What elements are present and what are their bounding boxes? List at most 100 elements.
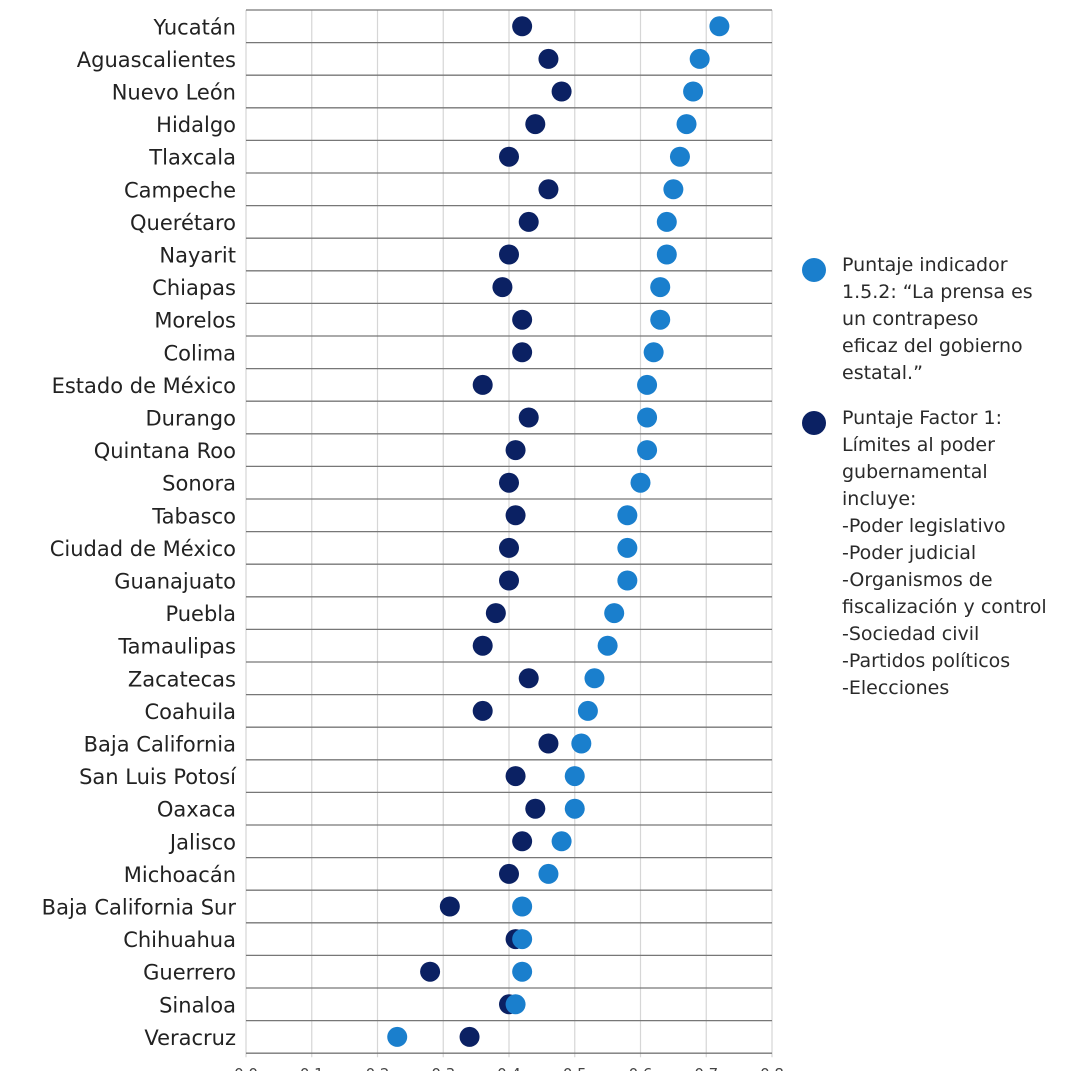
x-tick-label: 0.2: [366, 1065, 390, 1071]
point-indicador-1-5-2: [637, 440, 658, 461]
point-indicador-1-5-2: [617, 537, 638, 558]
legend-line: -Elecciones: [842, 677, 950, 699]
category-label: Nuevo León: [112, 81, 236, 105]
category-label: Coahuila: [144, 700, 236, 724]
x-tick-label: 0.0: [234, 1065, 258, 1071]
legend-line: Puntaje indicador: [842, 254, 1008, 276]
point-factor-1: [499, 244, 519, 265]
point-indicador-1-5-2: [564, 766, 585, 787]
legend-line: eficaz del gobierno: [842, 335, 1023, 357]
x-tick-label: 0.3: [431, 1065, 455, 1071]
legend-line: incluye:: [842, 488, 917, 510]
point-indicador-1-5-2: [584, 668, 605, 689]
point-factor-1: [538, 48, 559, 69]
point-factor-1: [459, 1026, 480, 1047]
category-label: Oaxaca: [157, 798, 236, 822]
category-label: San Luis Potosí: [79, 765, 237, 789]
row-lines: [246, 9, 772, 1054]
category-label: Hidalgo: [156, 113, 236, 137]
point-indicador-1-5-2: [637, 407, 658, 428]
legend-item-factor-1: Puntaje Factor 1: Límites al poder guber…: [800, 405, 1075, 702]
category-label: Querétaro: [130, 211, 236, 235]
category-label: Morelos: [154, 309, 236, 333]
category-label: Colima: [163, 341, 236, 365]
point-indicador-1-5-2: [669, 146, 690, 167]
point-factor-1: [472, 374, 493, 395]
point-indicador-1-5-2: [577, 700, 598, 721]
point-factor-1: [512, 342, 533, 363]
category-label: Chihuahua: [123, 928, 236, 952]
point-factor-1: [512, 16, 533, 37]
legend-line: gubernamental: [842, 461, 988, 483]
x-tick-label: 0.7: [694, 1065, 718, 1071]
point-factor-1: [505, 766, 526, 787]
point-indicador-1-5-2: [551, 831, 572, 852]
category-label: Guanajuato: [114, 570, 236, 594]
category-label: Baja California Sur: [42, 896, 237, 920]
grid: [245, 10, 773, 1058]
legend: Puntaje indicador 1.5.2: “La prensa es u…: [800, 252, 1075, 720]
point-indicador-1-5-2: [663, 179, 684, 200]
point-indicador-1-5-2: [683, 81, 704, 102]
point-factor-1: [420, 961, 441, 982]
point-indicador-1-5-2: [512, 961, 533, 982]
legend-line: Puntaje Factor 1:: [842, 407, 1002, 429]
point-factor-1: [525, 114, 546, 135]
point-indicador-1-5-2: [617, 570, 638, 591]
point-factor-1: [499, 146, 519, 167]
category-labels: Yucatán Aguascalientes Nuevo León Hidalgo Tl…: [42, 15, 237, 1050]
category-label: Chiapas: [152, 276, 236, 300]
category-label: Nayarit: [159, 244, 236, 268]
point-indicador-1-5-2: [512, 896, 533, 917]
legend-line: un contrapeso: [842, 308, 979, 330]
legend-line: estatal.”: [842, 362, 923, 384]
category-label: Guerrero: [143, 961, 236, 985]
point-factor-1: [505, 505, 526, 526]
point-factor-1: [518, 211, 539, 232]
point-factor-1: [538, 733, 559, 754]
legend-label-indicador-1-5-2: Puntaje indicador 1.5.2: “La prensa es u…: [842, 252, 1075, 387]
legend-line: -Partidos políticos: [842, 650, 1011, 672]
legend-marker-indicador-1-5-2: [802, 258, 826, 282]
point-factor-1: [512, 309, 533, 330]
point-indicador-1-5-2: [571, 733, 592, 754]
category-label: Ciudad de México: [50, 537, 236, 561]
data-points: [387, 16, 730, 1047]
point-factor-1: [485, 603, 506, 624]
point-indicador-1-5-2: [617, 505, 638, 526]
x-tick-label: 0.1: [300, 1065, 324, 1071]
category-label: Jalisco: [168, 830, 236, 854]
category-label: Zacatecas: [128, 667, 236, 691]
point-factor-1: [439, 896, 460, 917]
x-tick-label: 0.6: [629, 1065, 653, 1071]
point-factor-1: [472, 635, 493, 656]
legend-line: -Poder legislativo: [842, 515, 1006, 537]
x-tick-label: 0.4: [497, 1065, 521, 1071]
point-indicador-1-5-2: [604, 603, 625, 624]
point-indicador-1-5-2: [505, 994, 526, 1015]
category-label: Yucatán: [152, 15, 236, 39]
category-label: Michoacán: [124, 863, 236, 887]
point-indicador-1-5-2: [637, 374, 658, 395]
point-indicador-1-5-2: [512, 929, 533, 950]
point-indicador-1-5-2: [597, 635, 618, 656]
category-label: Puebla: [165, 602, 236, 626]
point-factor-1: [518, 407, 539, 428]
category-label: Baja California: [84, 733, 236, 757]
category-label: Campeche: [124, 178, 236, 202]
x-axis-tick-labels: 0.0 0.1 0.2 0.3 0.4 0.5 0.6 0.7 0.8: [234, 1065, 784, 1071]
category-label: Sonora: [162, 472, 236, 496]
point-indicador-1-5-2: [387, 1026, 408, 1047]
point-factor-1: [499, 863, 519, 884]
point-factor-1: [551, 81, 572, 102]
point-indicador-1-5-2: [676, 114, 697, 135]
x-tick-label: 0.5: [563, 1065, 587, 1071]
point-indicador-1-5-2: [656, 244, 677, 265]
x-tick-label: 0.8: [760, 1065, 784, 1071]
point-factor-1: [499, 570, 519, 591]
point-factor-1: [499, 537, 519, 558]
point-indicador-1-5-2: [689, 48, 710, 69]
category-label: Durango: [146, 407, 236, 431]
legend-marker-factor-1: [802, 411, 826, 435]
